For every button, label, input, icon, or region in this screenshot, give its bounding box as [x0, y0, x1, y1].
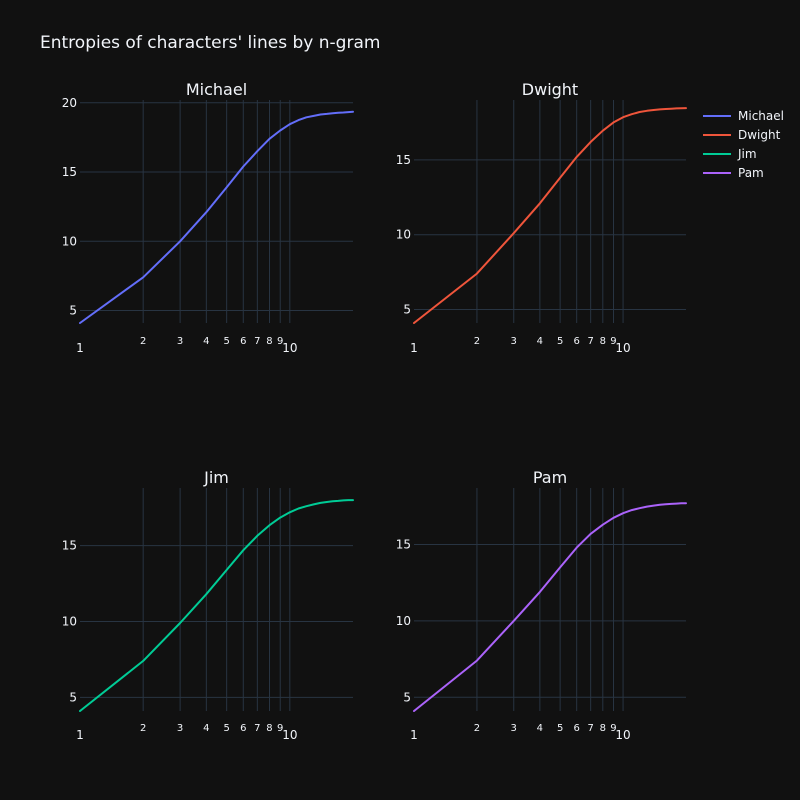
series-line-michael	[79, 110, 354, 324]
subplot-title-jim: Jim	[203, 468, 229, 487]
x-tick-label: 1	[410, 341, 418, 355]
x-tick-label: 4	[203, 723, 209, 734]
x-tick-label: 3	[511, 723, 517, 734]
x-tick-label: 6	[573, 723, 579, 734]
x-tick-label: 5	[223, 336, 229, 347]
y-tick-label: 5	[403, 303, 411, 317]
legend-swatch-jim	[703, 152, 731, 155]
x-tick-label: 3	[177, 723, 183, 734]
x-tick-label: 1	[76, 728, 84, 742]
x-tick-label: 10	[615, 728, 630, 742]
legend-item-pam[interactable]: Pam	[703, 163, 784, 182]
x-tick-label: 4	[537, 723, 543, 734]
x-tick-label: 6	[240, 723, 246, 734]
x-tick-label: 10	[282, 728, 297, 742]
x-tick-label: 2	[140, 723, 146, 734]
x-tick-label: 5	[223, 723, 229, 734]
legend-swatch-pam	[703, 171, 731, 174]
legend: Michael Dwight Jim Pam	[703, 106, 784, 182]
y-tick-label: 5	[69, 304, 77, 318]
series-line-dwight	[413, 107, 687, 324]
y-tick-label: 10	[396, 614, 411, 628]
x-tick-label: 8	[266, 723, 272, 734]
y-tick-label: 10	[62, 234, 77, 248]
x-tick-label: 8	[266, 336, 272, 347]
legend-item-dwight[interactable]: Dwight	[703, 125, 784, 144]
chart-title: Entropies of characters' lines by n-gram	[40, 33, 381, 53]
x-tick-label: 9	[610, 336, 616, 347]
legend-item-jim[interactable]: Jim	[703, 144, 784, 163]
x-tick-label: 9	[277, 723, 283, 734]
y-tick-label: 15	[62, 539, 77, 553]
y-tick-label: 10	[396, 228, 411, 242]
x-tick-label: 3	[177, 336, 183, 347]
series-line-jim	[79, 499, 354, 712]
y-tick-label: 15	[396, 538, 411, 552]
legend-swatch-dwight	[703, 133, 731, 136]
legend-label-jim: Jim	[738, 146, 757, 161]
legend-swatch-michael	[703, 114, 731, 117]
legend-item-michael[interactable]: Michael	[703, 106, 784, 125]
x-tick-label: 4	[537, 336, 543, 347]
x-tick-label: 4	[203, 336, 209, 347]
subplot-title-michael: Michael	[186, 80, 247, 99]
subplot-title-pam: Pam	[533, 468, 567, 487]
x-tick-label: 5	[557, 336, 563, 347]
x-tick-label: 10	[615, 341, 630, 355]
x-tick-label: 1	[410, 728, 418, 742]
y-tick-label: 5	[69, 690, 77, 704]
legend-label-dwight: Dwight	[738, 127, 781, 142]
x-tick-label: 5	[557, 723, 563, 734]
x-tick-label: 7	[587, 723, 593, 734]
y-tick-label: 15	[62, 165, 77, 179]
x-tick-label: 3	[511, 336, 517, 347]
x-tick-label: 7	[254, 723, 260, 734]
y-tick-label: 15	[396, 153, 411, 167]
x-tick-label: 10	[282, 341, 297, 355]
x-tick-label: 8	[600, 336, 606, 347]
x-tick-label: 7	[254, 336, 260, 347]
x-tick-label: 6	[573, 336, 579, 347]
y-tick-label: 10	[62, 614, 77, 628]
x-tick-label: 9	[277, 336, 283, 347]
x-tick-label: 2	[474, 336, 480, 347]
x-tick-label: 2	[140, 336, 146, 347]
x-tick-label: 7	[587, 336, 593, 347]
y-tick-label: 20	[62, 96, 77, 110]
x-tick-label: 1	[76, 341, 84, 355]
legend-label-pam: Pam	[738, 165, 764, 180]
x-tick-label: 8	[600, 723, 606, 734]
series-line-pam	[413, 502, 687, 712]
x-tick-label: 9	[610, 723, 616, 734]
x-tick-label: 6	[240, 336, 246, 347]
legend-label-michael: Michael	[738, 108, 784, 123]
subplot-title-dwight: Dwight	[522, 80, 578, 99]
x-tick-label: 2	[474, 723, 480, 734]
y-tick-label: 5	[403, 690, 411, 704]
